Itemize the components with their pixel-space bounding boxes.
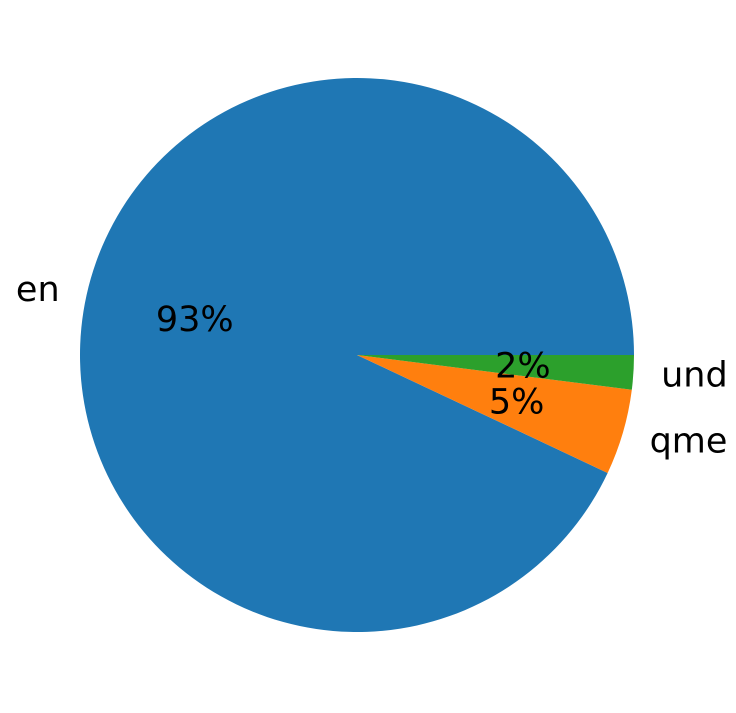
pie-pct-label-und: 2% (495, 347, 551, 387)
pie-slice-qme (357, 355, 632, 473)
pie-label-und: und (661, 355, 728, 395)
pie-pct-label-qme: 5% (489, 383, 545, 423)
pie-slice-en (79, 78, 635, 633)
pie-label-qme: qme (650, 421, 728, 461)
pie-slice-und (357, 355, 634, 390)
pie-pct-label-en: 93% (156, 300, 234, 340)
pie-label-en: en (16, 270, 60, 310)
